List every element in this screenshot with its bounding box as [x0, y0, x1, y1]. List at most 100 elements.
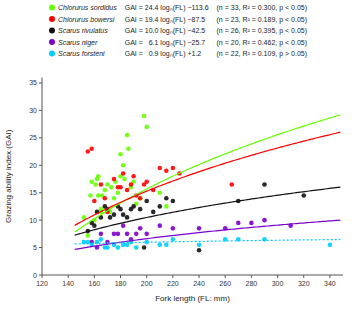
legend-equation: GAI = 6.1 logₙ(FL) −25.7: [125, 39, 206, 47]
axes: 1201401601802002202402602803003203400510…: [29, 78, 343, 288]
point: [157, 204, 162, 209]
x-tick-label: 120: [36, 280, 48, 287]
point: [138, 196, 143, 201]
point: [105, 182, 110, 187]
point: [118, 185, 123, 190]
point: [93, 182, 98, 187]
point: [131, 204, 136, 209]
point: [151, 210, 156, 215]
y-tick: [39, 110, 42, 111]
point: [138, 196, 143, 201]
point: [171, 199, 176, 204]
y-tick: [39, 165, 42, 166]
point: [116, 190, 121, 195]
plot-area: [75, 114, 341, 253]
legend-equation: GAI = 10.0 logₙ(FL) −42.5: [125, 27, 206, 35]
chart: Chlorurus sordidusGAI = 24.4 logₙ(FL) −1…: [0, 0, 355, 309]
y-tick: [39, 192, 42, 193]
x-tick-label: 260: [219, 280, 231, 287]
point: [262, 182, 267, 187]
point: [125, 215, 130, 220]
y-tick: [39, 220, 42, 221]
point: [197, 226, 202, 231]
point: [89, 179, 94, 184]
point: [236, 221, 241, 226]
point: [157, 190, 162, 195]
x-tick: [68, 275, 69, 278]
legend-marker: [49, 39, 55, 45]
y-tick-label: 30: [29, 107, 37, 114]
point: [116, 232, 121, 237]
point: [121, 171, 126, 176]
y-tick-label: 25: [29, 134, 37, 141]
x-axis-label: Fork length (FL: mm): [155, 294, 230, 303]
point: [96, 174, 101, 179]
x-tick: [277, 275, 278, 278]
legend-stats: (n = 23, R² = 0.189, p < 0.05): [217, 16, 307, 24]
y-tick: [39, 82, 42, 83]
y-tick: [39, 137, 42, 138]
point: [96, 193, 101, 198]
y-tick-label: 20: [29, 162, 37, 169]
legend-stats: (n = 20, R² = 0.462, p < 0.05): [217, 39, 307, 47]
point: [164, 196, 169, 201]
x-tick: [120, 275, 121, 278]
point: [249, 221, 254, 226]
point: [262, 218, 267, 223]
fit-line: [75, 132, 341, 225]
legend-marker: [49, 51, 55, 57]
point: [134, 232, 139, 237]
point: [125, 188, 130, 193]
point: [109, 185, 114, 190]
fit-line: [75, 220, 341, 249]
point: [112, 196, 117, 201]
point: [86, 233, 91, 238]
point: [118, 152, 123, 157]
point: [134, 245, 139, 250]
point: [121, 163, 126, 168]
point: [142, 245, 147, 250]
point: [89, 147, 94, 152]
legend-stats: (n = 22, R² = 0.109, p > 0.05): [217, 50, 307, 58]
x-tick: [94, 275, 95, 278]
legend: Chlorurus sordidusGAI = 24.4 logₙ(FL) −1…: [49, 4, 307, 58]
point: [164, 204, 169, 209]
legend-equation: GAI = 19.4 logₙ(FL) −87.5: [125, 16, 206, 24]
x-tick-label: 320: [298, 280, 310, 287]
point: [197, 243, 202, 248]
point: [112, 232, 117, 237]
point: [171, 226, 176, 231]
point: [99, 182, 104, 187]
x-tick-label: 220: [167, 280, 179, 287]
legend-equation: GAI = 0.9 logₙ(FL) +1.2: [125, 50, 202, 58]
x-tick-label: 240: [193, 280, 205, 287]
y-tick: [39, 247, 42, 248]
legend-name: Chlorurus bowersi: [58, 16, 115, 23]
point: [103, 196, 108, 201]
point: [142, 114, 147, 119]
y-tick-label: 0: [33, 272, 37, 279]
x-tick: [303, 275, 304, 278]
point: [86, 149, 91, 154]
legend-marker: [49, 5, 55, 11]
x-tick-label: 200: [141, 280, 153, 287]
point: [301, 193, 306, 198]
point: [229, 182, 234, 187]
y-tick-label: 10: [29, 217, 37, 224]
y-tick: [39, 275, 42, 276]
point: [129, 182, 134, 187]
point: [157, 166, 162, 171]
point: [116, 245, 121, 250]
series: [82, 237, 333, 250]
point: [131, 174, 136, 179]
point: [121, 223, 126, 228]
legend-name: Scarus forsteni: [58, 50, 105, 57]
x-tick-label: 160: [89, 280, 101, 287]
x-tick-label: 140: [62, 280, 74, 287]
point: [88, 193, 93, 198]
point: [118, 207, 123, 212]
legend-equation: GAI = 24.4 logₙ(FL) −113.6: [125, 4, 209, 12]
y-axis-label: Grazing ability index (GAI): [4, 129, 13, 223]
point: [112, 212, 117, 217]
point: [92, 223, 97, 228]
